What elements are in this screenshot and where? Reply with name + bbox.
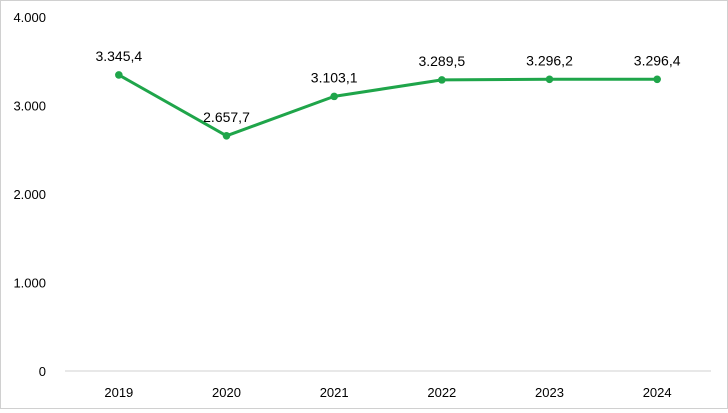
data-label: 3.345,4 [95, 48, 142, 64]
x-tick-label: 2020 [212, 385, 241, 400]
data-point [653, 75, 661, 84]
y-tick-label: 4.000 [13, 10, 46, 25]
x-tick-label: 2019 [104, 385, 133, 400]
data-label: 2.657,7 [203, 109, 250, 125]
x-tick-label: 2024 [643, 385, 672, 400]
data-label: 3.296,4 [634, 52, 681, 68]
y-tick-label: 1.000 [13, 276, 46, 291]
y-tick-label: 3.000 [13, 99, 46, 114]
y-tick-label: 0 [39, 364, 46, 379]
data-point [222, 131, 231, 140]
series-line [117, 73, 659, 138]
x-tick-label: 2021 [320, 385, 349, 400]
data-point [545, 75, 554, 84]
x-tick-label: 2022 [427, 385, 456, 400]
data-point [438, 76, 446, 84]
data-point [330, 92, 338, 101]
data-label: 3.103,1 [311, 69, 358, 85]
y-tick-label: 2.000 [13, 187, 46, 202]
data-label: 3.289,5 [418, 53, 465, 69]
x-tick-label: 2023 [535, 385, 564, 400]
data-label: 3.296,2 [526, 52, 573, 68]
data-point [115, 71, 123, 79]
